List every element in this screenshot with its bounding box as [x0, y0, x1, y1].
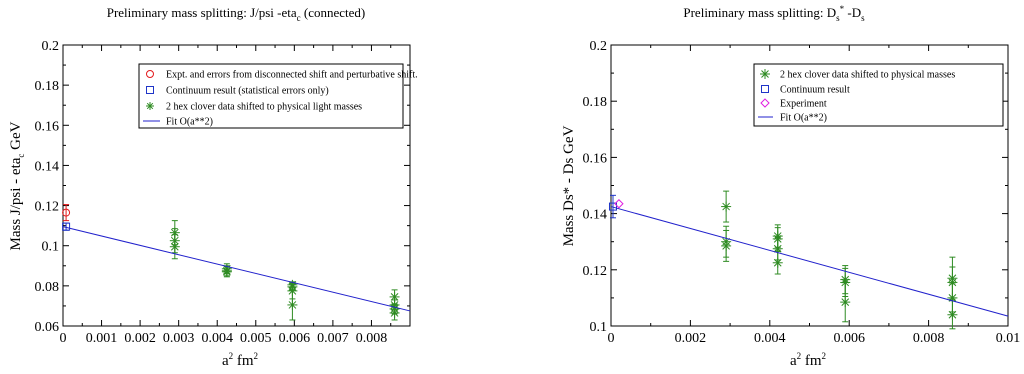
chart-2-y-tick-label: 0.2 — [590, 39, 608, 54]
chart-1-y-tick-label: 0.1 — [42, 240, 60, 255]
chart-1-legend-label-expt: Expt. and errors from disconnected shift… — [166, 70, 418, 81]
chart-2-fit-line — [610, 206, 1009, 317]
legend-experiment-diamond-marker — [760, 98, 770, 108]
chart-2-legend-label-fit: Fit O(a**2) — [780, 113, 827, 124]
chart-1-x-tick-label: 0.003 — [163, 331, 195, 346]
legend-data-star-marker — [146, 102, 154, 110]
chart-2-x-tick-label: 0.006 — [833, 331, 865, 346]
chart-1: Preliminary mass splitting: J/psi -etac … — [8, 5, 418, 369]
chart-2-legend: 2 hex clover data shifted to physical ma… — [753, 63, 1004, 127]
chart-1-error-bar — [63, 204, 70, 222]
chart-1-x-axis-label: a2 fm2 — [222, 351, 258, 369]
chart-2-y-axis-label: Mass Ds* - Ds GeV — [561, 125, 577, 246]
chart-1-x-tick-label: 0.001 — [86, 331, 118, 346]
chart-1-expt-point — [62, 208, 71, 217]
chart-2-ticks: 0 0.002 0.004 0.006 0.008 0.01 0.1 0.12 0.14 0.16… — [583, 39, 1021, 346]
chart-2-x-tick-label: 0.01 — [996, 331, 1021, 346]
chart-2-data-point — [721, 240, 732, 251]
legend-expt-circle-marker — [146, 70, 154, 78]
chart-1-y-tick-label: 0.14 — [35, 159, 60, 174]
chart-2-data-point — [840, 297, 851, 308]
chart-2-data-point — [947, 309, 958, 320]
chart-2-legend-label-continuum: Continuum result — [780, 85, 850, 96]
chart-1-y-tick-label: 0.16 — [35, 119, 60, 134]
chart-1-x-tick-label: 0.004 — [201, 331, 233, 346]
chart-1-x-tick-label: 0.005 — [240, 331, 272, 346]
chart-2-x-tick-label: 0 — [608, 331, 615, 346]
chart-1-y-tick-label: 0.2 — [42, 39, 60, 54]
chart-1-marks — [62, 204, 411, 321]
chart-1-y-tick-label: 0.08 — [35, 280, 60, 295]
chart-1-y-tick-label: 0.18 — [35, 79, 60, 94]
chart-2-data-point — [772, 257, 783, 268]
chart-2-x-tick-label: 0.008 — [913, 331, 945, 346]
chart-2-error-bar — [609, 194, 616, 219]
chart-1-legend-label-continuum: Continuum result (statistical errors onl… — [166, 86, 329, 97]
chart-2: Preliminary mass splitting: Ds* -Ds 0 0.0… — [561, 4, 1020, 369]
chart-1-ticks: 0 0.001 0.002 0.003 0.004 0.005 0.006 0.007 0.00… — [35, 39, 410, 346]
chart-1-y-tick-label: 0.12 — [35, 200, 60, 215]
chart-2-marks — [608, 190, 1009, 330]
chart-1-fit-line — [62, 226, 411, 312]
chart-1-continuum-point — [62, 222, 71, 231]
chart-1-data-point — [221, 266, 232, 277]
chart-1-data-point — [389, 307, 400, 318]
chart-1-y-tick-label: 0.06 — [35, 320, 60, 335]
chart-2-legend-box — [753, 63, 1004, 127]
chart-2-x-tick-label: 0.002 — [675, 331, 707, 346]
chart-1-x-tick-label: 0.007 — [317, 331, 349, 346]
chart-2-x-axis-label: a2 fm2 — [790, 351, 826, 369]
chart-2-y-tick-label: 0.16 — [583, 151, 608, 166]
chart-1-x-tick-label: 0 — [60, 331, 67, 346]
chart-2-experiment-point — [614, 199, 624, 209]
chart-2-legend-label-experiment: Experiment — [780, 99, 827, 110]
chart-2-y-tick-label: 0.1 — [590, 320, 608, 335]
chart-1-y-axis-label: Mass J/psi - etac GeV — [8, 121, 26, 250]
chart-2-y-tick-label: 0.14 — [583, 208, 608, 223]
chart-1-legend-label-fit: Fit O(a**2) — [166, 117, 213, 128]
chart-1-data-point — [169, 241, 180, 252]
chart-1-legend-box — [138, 63, 404, 129]
chart-2-legend-label-data: 2 hex clover data shifted to physical ma… — [780, 70, 955, 81]
chart-2-y-tick-label: 0.18 — [583, 95, 608, 110]
chart-1-x-tick-label: 0.002 — [124, 331, 156, 346]
legend-data-star-marker-2 — [760, 69, 770, 79]
legend-continuum-square-marker — [146, 86, 154, 94]
legend-continuum-square-marker-2 — [761, 85, 769, 93]
chart-1-legend: Expt. and errors from disconnected shift… — [138, 63, 418, 129]
chart-2-data-point — [721, 201, 732, 212]
chart-2-y-tick-label: 0.12 — [583, 264, 608, 279]
chart-2-continuum-point — [608, 202, 617, 211]
chart-2-title: Preliminary mass splitting: Ds* -Ds — [683, 4, 865, 23]
chart-2-x-tick-label: 0.004 — [754, 331, 786, 346]
chart-1-x-tick-label: 0.006 — [279, 331, 311, 346]
chart-1-x-tick-label: 0.008 — [356, 331, 388, 346]
chart-1-legend-label-data: 2 hex clover data shifted to physical li… — [166, 102, 362, 113]
chart-1-title: Preliminary mass splitting: J/psi -etac … — [107, 5, 366, 23]
chart-1-data-point — [287, 299, 298, 310]
